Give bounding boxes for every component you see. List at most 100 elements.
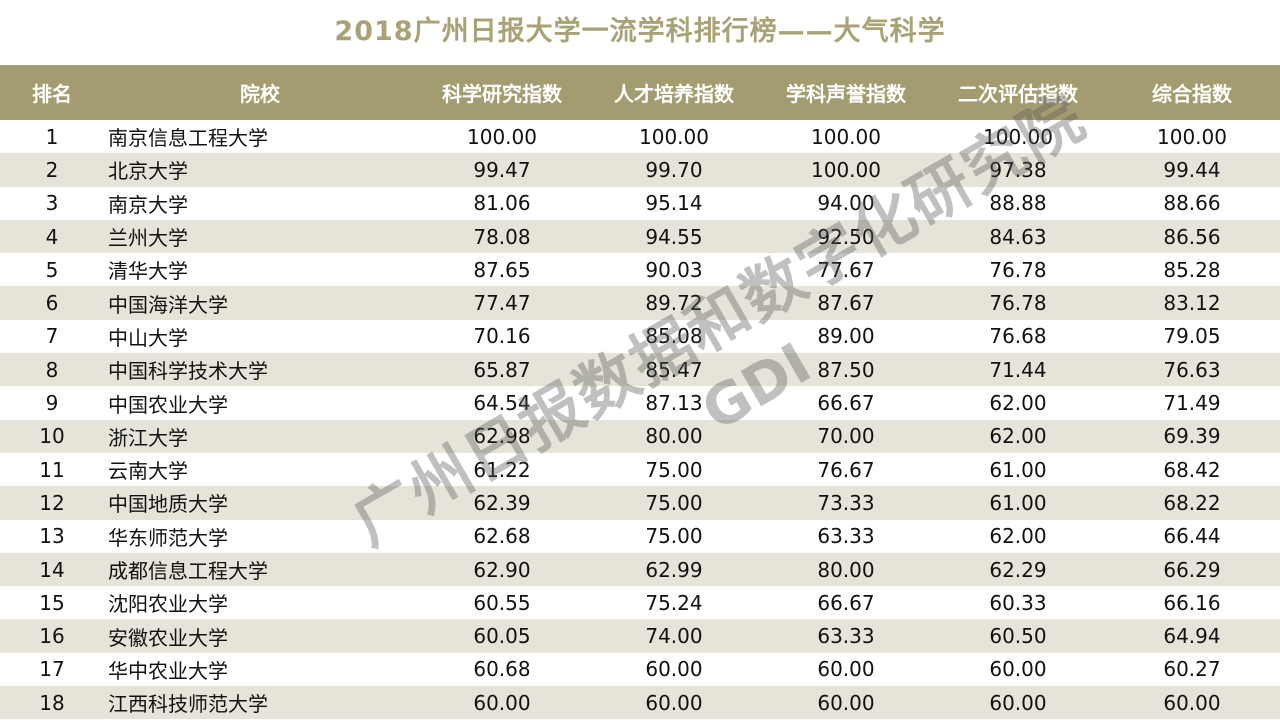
cell-secondary-eval: 76.78	[932, 286, 1104, 320]
cell-rank: 15	[39, 590, 65, 615]
cell-rank: 4	[0, 219, 104, 254]
cell-secondary-eval: 62.00	[989, 391, 1047, 416]
cell-research: 60.55	[473, 590, 531, 615]
cell-overall: 100.00	[1157, 124, 1227, 149]
cell-research: 62.90	[416, 552, 588, 587]
cell-rank: 13	[39, 524, 65, 549]
cell-overall: 68.22	[1104, 486, 1280, 520]
cell-school: 中国地质大学	[104, 486, 416, 520]
cell-school: 南京信息工程大学	[108, 126, 268, 151]
cell-overall: 85.28	[1163, 257, 1221, 282]
table-row: 13 华东师范大学 62.68 75.00 63.33 62.00 66.44	[0, 520, 1280, 553]
cell-secondary-eval: 88.88	[989, 191, 1047, 216]
cell-reputation: 87.50	[760, 353, 932, 387]
table-row: 10 浙江大学 62.98 80.00 70.00 62.00 69.39	[0, 419, 1280, 453]
cell-reputation: 70.00	[760, 419, 932, 453]
cell-research: 77.47	[416, 286, 588, 320]
table-row: 2 北京大学 99.47 99.70 100.00 97.38 99.44	[0, 153, 1280, 187]
cell-rank: 12	[0, 486, 104, 520]
cell-rank: 10	[0, 419, 104, 453]
cell-research: 62.98	[416, 419, 588, 453]
cell-school: 北京大学	[104, 153, 416, 187]
cell-research: 70.16	[473, 324, 531, 349]
header-overall: 综合指数	[1104, 65, 1280, 120]
cell-reputation: 63.33	[817, 524, 875, 549]
header-secondary-eval: 二次评估指数	[932, 65, 1104, 120]
cell-reputation: 77.67	[817, 257, 875, 282]
table-row: 3 南京大学 81.06 95.14 94.00 88.88 88.66	[0, 187, 1280, 220]
cell-research: 100.00	[467, 124, 537, 149]
cell-school: 江西科技师范大学	[104, 686, 416, 720]
cell-overall: 60.27	[1163, 657, 1221, 682]
cell-talent: 74.00	[588, 619, 760, 653]
cell-talent: 75.00	[645, 457, 703, 482]
table-row: 18 江西科技师范大学 60.00 60.00 60.00 60.00 60.00	[0, 686, 1280, 720]
cell-reputation: 60.00	[817, 657, 875, 682]
cell-secondary-eval: 84.63	[932, 219, 1104, 254]
cell-overall: 83.12	[1104, 286, 1280, 320]
cell-reputation: 89.00	[817, 324, 875, 349]
cell-secondary-eval: 76.78	[989, 257, 1047, 282]
table-row: 9 中国农业大学 64.54 87.13 66.67 62.00 71.49	[0, 386, 1280, 419]
cell-rank: 18	[0, 686, 104, 720]
cell-talent: 60.00	[588, 686, 760, 720]
table-row: 11 云南大学 61.22 75.00 76.67 61.00 68.42	[0, 453, 1280, 486]
cell-school: 浙江大学	[104, 419, 416, 453]
cell-rank: 11	[39, 457, 65, 482]
cell-rank: 8	[0, 353, 104, 387]
header-talent: 人才培养指数	[588, 65, 760, 120]
header-research: 科学研究指数	[416, 65, 588, 120]
table-row: 17 华中农业大学 60.68 60.00 60.00 60.00 60.27	[0, 653, 1280, 686]
cell-secondary-eval: 62.00	[989, 524, 1047, 549]
cell-school: 华东师范大学	[108, 525, 228, 550]
cell-overall: 60.00	[1104, 686, 1280, 720]
cell-secondary-eval: 100.00	[983, 124, 1053, 149]
cell-research: 60.68	[473, 657, 531, 682]
table-row: 4 兰州大学 78.08 94.55 92.50 84.63 86.56	[0, 219, 1280, 254]
cell-reputation: 73.33	[760, 486, 932, 520]
cell-talent: 75.24	[645, 590, 703, 615]
table-row: 12 中国地质大学 62.39 75.00 73.33 61.00 68.22	[0, 486, 1280, 520]
cell-secondary-eval: 60.50	[932, 619, 1104, 653]
cell-secondary-eval: 61.00	[932, 486, 1104, 520]
table-row: 1 南京信息工程大学 100.00 100.00 100.00 100.00 100.00	[0, 120, 1280, 153]
cell-talent: 89.72	[588, 286, 760, 320]
cell-talent: 85.08	[645, 324, 703, 349]
ranking-table: 排名 院校 科学研究指数 人才培养指数 学科声誉指数 二次评估指数 综合指数 1…	[0, 65, 1280, 720]
cell-school: 华中农业大学	[108, 658, 228, 683]
cell-secondary-eval: 60.00	[989, 657, 1047, 682]
table-row: 14 成都信息工程大学 62.90 62.99 80.00 62.29 66.29	[0, 552, 1280, 587]
cell-rank: 3	[45, 191, 59, 216]
table-row: 5 清华大学 87.65 90.03 77.67 76.78 85.28	[0, 253, 1280, 286]
cell-rank: 5	[45, 257, 59, 282]
cell-rank: 6	[0, 286, 104, 320]
cell-research: 64.54	[473, 391, 531, 416]
cell-secondary-eval: 62.00	[932, 419, 1104, 453]
cell-talent: 85.47	[588, 353, 760, 387]
cell-school: 清华大学	[108, 259, 188, 284]
cell-research: 81.06	[473, 191, 531, 216]
cell-overall: 68.42	[1163, 457, 1221, 482]
cell-overall: 76.63	[1104, 353, 1280, 387]
cell-school: 中国科学技术大学	[104, 353, 416, 387]
cell-talent: 60.00	[645, 657, 703, 682]
cell-overall: 69.39	[1104, 419, 1280, 453]
cell-secondary-eval: 97.38	[932, 153, 1104, 187]
cell-secondary-eval: 60.00	[932, 686, 1104, 720]
cell-talent: 80.00	[588, 419, 760, 453]
cell-secondary-eval: 71.44	[932, 353, 1104, 387]
cell-research: 78.08	[416, 219, 588, 254]
cell-talent: 99.70	[588, 153, 760, 187]
cell-reputation: 60.00	[760, 686, 932, 720]
cell-talent: 100.00	[639, 124, 709, 149]
cell-rank: 16	[0, 619, 104, 653]
cell-reputation: 76.67	[817, 457, 875, 482]
cell-research: 62.68	[473, 524, 531, 549]
cell-talent: 95.14	[645, 191, 703, 216]
cell-reputation: 94.00	[817, 191, 875, 216]
cell-reputation: 63.33	[760, 619, 932, 653]
cell-rank: 17	[39, 657, 65, 682]
cell-school: 云南大学	[108, 459, 188, 484]
cell-school: 兰州大学	[104, 219, 416, 254]
table-row: 15 沈阳农业大学 60.55 75.24 66.67 60.33 66.16	[0, 586, 1280, 619]
